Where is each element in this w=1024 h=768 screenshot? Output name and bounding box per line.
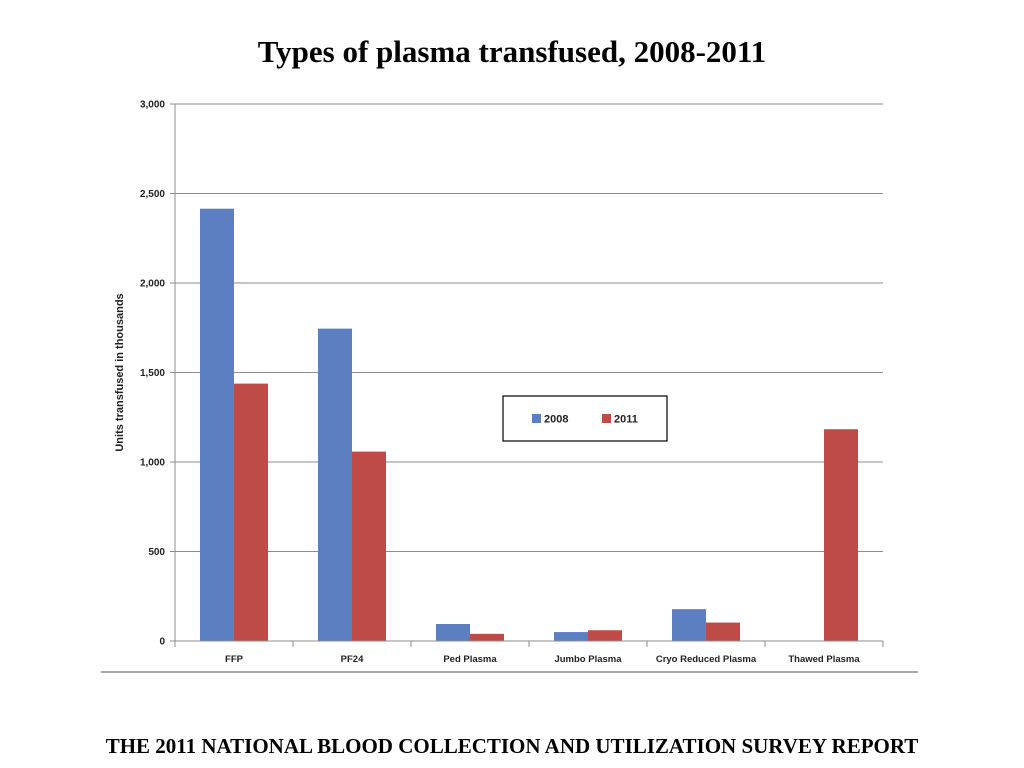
legend-swatch-2011 [602,414,611,423]
legend-label-2011: 2011 [614,414,638,426]
y-tick-label: 1,500 [140,368,165,379]
bar-2011-jumbo-plasma [588,630,622,641]
x-tick-label: Ped Plasma [443,654,497,665]
legend: 2008 2011 [502,395,668,442]
y-tick-label: 0 [159,637,165,648]
y-tick-label: 3,000 [140,100,165,111]
legend-swatch-2008 [532,414,541,423]
bar-2011-thawed-plasma [824,429,858,641]
x-tick-label: Jumbo Plasma [554,654,622,665]
y-tick-label: 2,000 [140,279,165,290]
x-tick-label: FFP [225,654,244,665]
legend-label-2008: 2008 [544,414,568,426]
bars [200,208,858,641]
bar-2008-cryo-reduced-plasma [672,609,706,641]
bar-2008-ffp [200,208,234,641]
x-tick-label: Cryo Reduced Plasma [656,654,757,665]
footer-source: THE 2011 NATIONAL BLOOD COLLECTION AND U… [105,734,919,758]
bar-2011-pf24 [352,451,386,641]
x-tick-label: Thawed Plasma [788,654,860,665]
y-axis: 0 500 1,000 1,500 2,000 2,500 3,000 [140,100,176,648]
bar-2011-ped-plasma [470,633,504,641]
y-axis-label: Units transfused in thousands [114,293,126,451]
bar-2011-cryo-reduced-plasma [706,622,740,641]
bar-2008-ped-plasma [436,623,470,641]
y-tick-label: 1,000 [140,458,165,469]
y-tick-label: 500 [148,547,165,558]
y-tick-label: 2,500 [140,189,165,200]
x-axis: FFP PF24 Ped Plasma Jumbo Plasma Cryo Reduce… [174,640,884,665]
x-tick-label: PF24 [341,654,364,665]
bar-2008-jumbo-plasma [554,632,588,641]
bar-2008-pf24 [318,328,352,641]
slide-title: Types of plasma transfused, 2008-2011 [257,34,767,69]
gridlines [175,103,883,642]
bar-2011-ffp [234,383,268,641]
legend-box [502,395,668,442]
